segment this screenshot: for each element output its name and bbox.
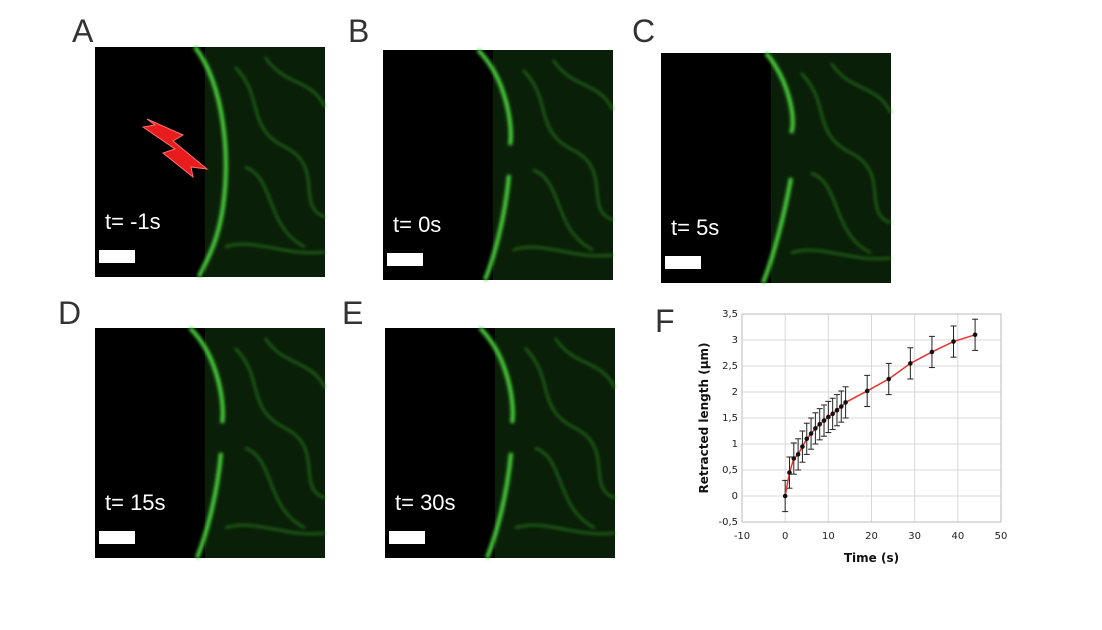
time-label: t= 15s <box>105 490 166 515</box>
membrane-texture <box>224 337 326 535</box>
data-point <box>886 376 892 382</box>
data-point <box>808 431 814 436</box>
data-point <box>838 404 844 409</box>
scale-bar <box>387 253 423 266</box>
time-label: t= 0s <box>393 212 441 237</box>
data-point <box>791 456 797 461</box>
data-point <box>929 349 935 355</box>
x-tick-label: 10 <box>822 531 835 542</box>
time-label: t= -1s <box>105 209 161 234</box>
data-line <box>784 334 976 497</box>
cell-region <box>493 50 613 280</box>
y-tick-label: 1,5 <box>722 413 738 424</box>
data-point <box>864 388 870 394</box>
stimulus-arrow <box>141 118 209 179</box>
cell-region <box>771 53 891 283</box>
membrane-texture <box>224 56 326 254</box>
data-point <box>813 426 818 431</box>
membrane-edge <box>193 45 228 278</box>
membrane-edge <box>188 326 225 559</box>
data-point <box>817 421 822 427</box>
data-point <box>821 418 827 423</box>
data-point <box>972 332 978 338</box>
membrane-edge <box>478 326 515 559</box>
y-tick-label: 1 <box>732 439 738 450</box>
scale-bar <box>99 531 135 544</box>
micrograph: t= -1s <box>95 45 326 278</box>
x-tick-label: 30 <box>908 531 921 542</box>
plot-frame <box>741 313 1002 523</box>
panel-label: E <box>342 295 363 331</box>
cell-region <box>205 47 325 277</box>
y-tick-label: 0 <box>732 491 738 502</box>
panel-label: F <box>655 303 675 339</box>
data-point <box>787 470 792 475</box>
y-tick-label: 0,5 <box>722 465 738 476</box>
y-tick-label: 3,5 <box>722 309 738 320</box>
scale-bar <box>389 531 425 544</box>
data-point <box>830 411 835 417</box>
y-tick-label: 2,5 <box>722 361 738 372</box>
y-tick-label: 2 <box>732 387 738 398</box>
x-axis-label: Time (s) <box>844 551 899 565</box>
micrograph: t= 0s <box>383 48 614 281</box>
micrograph: t= 15s <box>95 326 326 559</box>
data-point <box>804 436 810 442</box>
panel-label: A <box>72 13 94 49</box>
x-tick-label: 0 <box>782 531 788 542</box>
x-tick-label: 50 <box>995 531 1008 542</box>
panel-label: C <box>632 13 655 49</box>
membrane-texture <box>790 62 892 260</box>
membrane-edge <box>761 51 795 284</box>
data-point <box>843 400 848 405</box>
y-tick-label: 3 <box>732 335 738 346</box>
y-tick-label: -0,5 <box>718 517 738 528</box>
x-tick-label: 20 <box>865 531 878 542</box>
data-point <box>795 452 801 457</box>
membrane-texture <box>512 59 614 257</box>
x-tick-label: 40 <box>951 531 964 542</box>
micrograph: t= 5s <box>661 51 892 284</box>
data-point <box>826 414 831 420</box>
data-point <box>908 361 913 366</box>
panel-label: B <box>348 13 369 49</box>
micrograph: t= 30s <box>385 326 616 559</box>
scale-bar <box>99 250 135 263</box>
data-point <box>782 493 788 499</box>
time-label: t= 5s <box>671 215 719 240</box>
data-point <box>800 444 805 449</box>
panel-label: D <box>58 295 81 331</box>
membrane-edge <box>476 48 513 281</box>
panels: t= -1s At= 0s Bt= 5s Ct= 15s Dt= 30s E <box>58 13 892 559</box>
chart: F -0,5 0 0,5 1 1,5 2 2,5 3 3,5 -10 0 10 20 30 40 50 Time … <box>655 303 1007 565</box>
data-point <box>951 339 956 344</box>
y-axis-label: Retracted length (µm) <box>697 342 711 493</box>
cell-region <box>495 328 615 558</box>
membrane-texture <box>514 337 616 535</box>
scale-bar <box>665 256 701 269</box>
time-label: t= 30s <box>395 490 456 515</box>
x-tick-label: -10 <box>734 531 750 542</box>
cell-region <box>205 328 325 558</box>
data-point <box>834 407 840 413</box>
